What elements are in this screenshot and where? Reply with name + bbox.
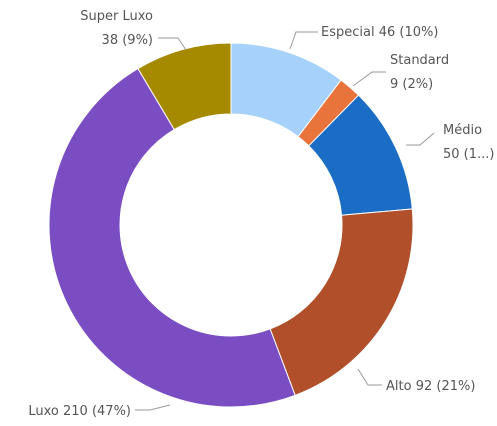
leader-line [357,368,382,386]
category-label: Alto [386,379,412,394]
category-label: Luxo [28,404,59,419]
value-label: 210 (47%) [63,404,131,419]
label: Alto 92 (21%) [386,379,475,394]
category-label: Standard [390,53,449,68]
category-label: Super Luxo [80,9,153,24]
value-label: 38 (9%) [102,33,153,48]
slice [137,42,232,131]
category-label: Médio [443,123,482,138]
leader-line [289,31,318,50]
slices [48,42,414,408]
value-label: 46 (10%) [379,25,439,40]
value-label: 92 (21%) [416,379,476,394]
leader-line [158,37,187,51]
value-label: 50 (1...) [443,147,495,162]
label: Luxo 210 (47%) [28,404,131,419]
label: Especial 46 (10%) [321,25,438,40]
value-label: 9 (2%) [390,77,433,92]
leader-line [352,71,386,87]
slice [269,208,414,396]
leader-line [135,404,171,411]
category-label: Especial [321,25,375,40]
leader-line [406,132,435,146]
slice [48,67,296,408]
